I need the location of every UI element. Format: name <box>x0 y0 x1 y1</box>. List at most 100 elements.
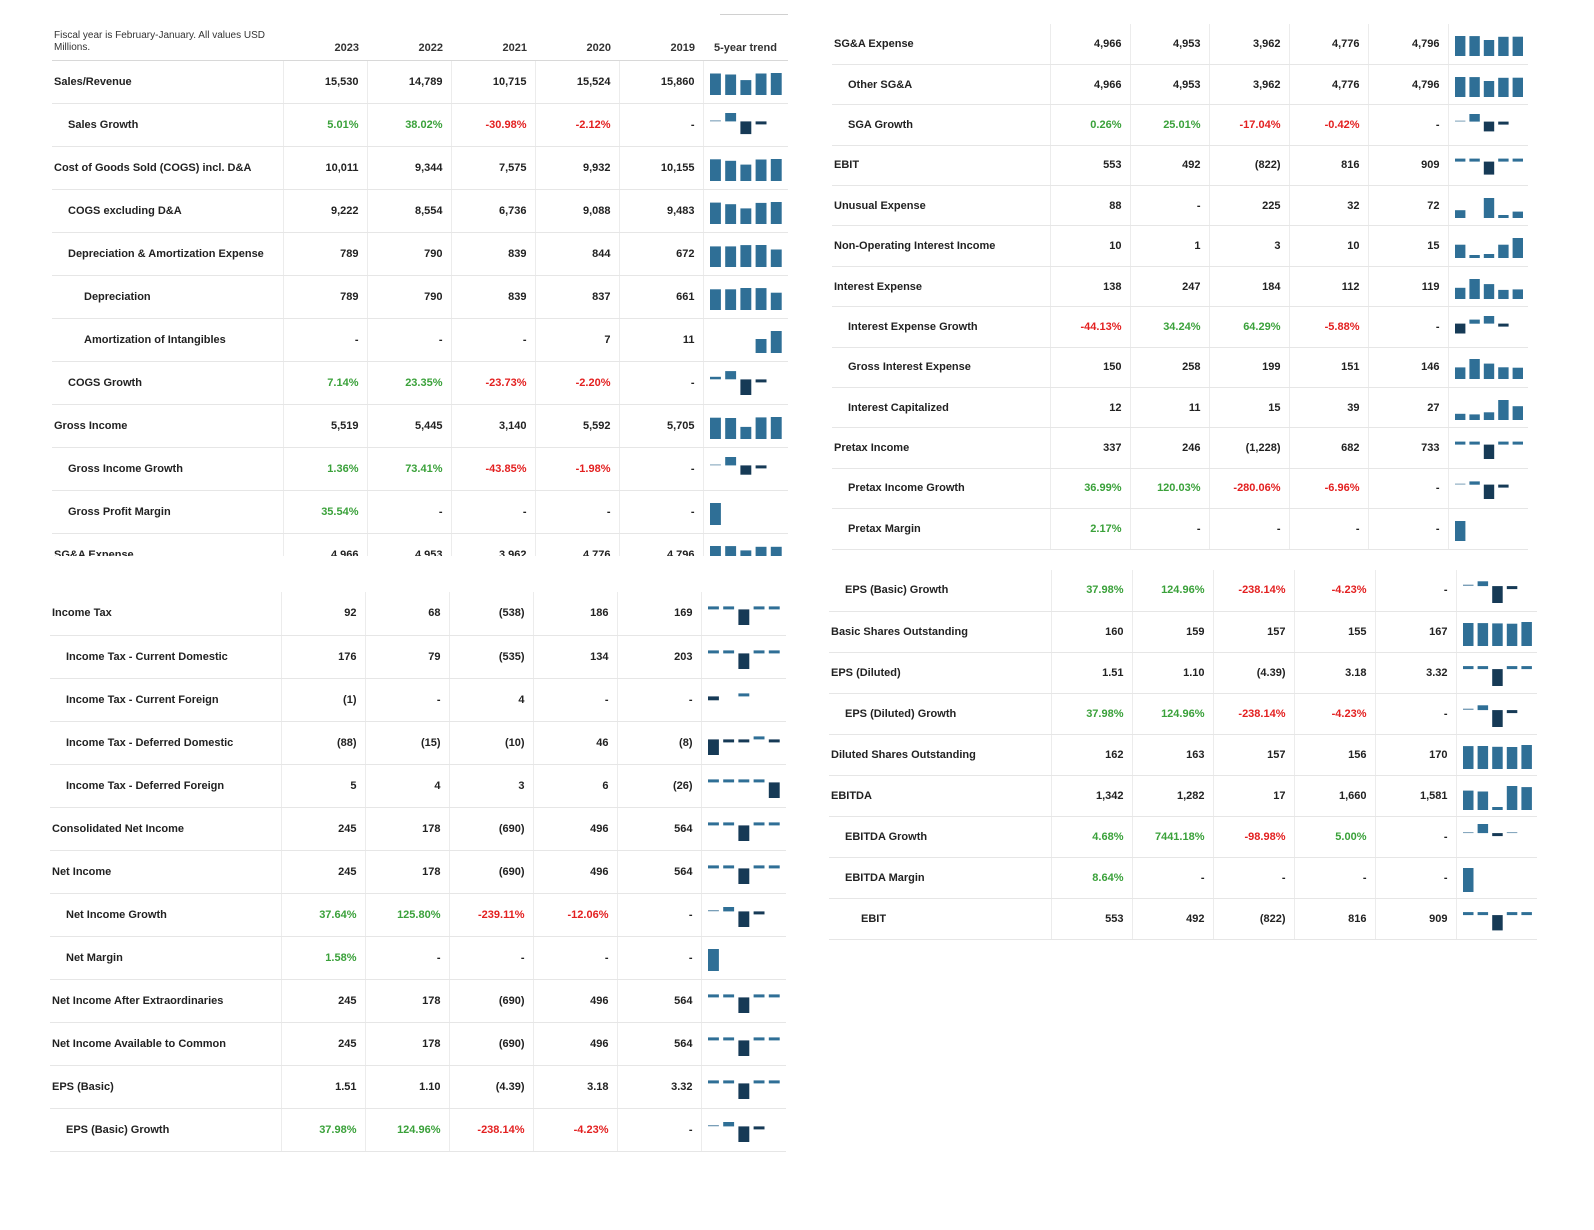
row-value: 112 <box>1288 266 1368 308</box>
trend-sparkline <box>707 1036 780 1056</box>
trend-bar <box>709 73 721 95</box>
trend-bar <box>1497 441 1509 445</box>
trend-bar <box>1506 911 1517 915</box>
row-value: 11 <box>618 318 703 362</box>
row-label-sg-a-expense: SG&A Expense <box>832 24 1050 65</box>
trend-bar <box>707 948 719 971</box>
table-row: Other SG&A 4,966 4,953 3,962 4,776 4,796 <box>832 64 1528 106</box>
trend-bar <box>1477 911 1488 915</box>
trend-cell <box>1455 857 1537 899</box>
row-value: 8.64% <box>1050 857 1132 899</box>
row-value: 4,966 <box>1049 24 1130 65</box>
table-row: EBIT 553 492 (822) 816 909 <box>829 898 1537 940</box>
trend-bar <box>755 159 766 181</box>
trend-bar <box>707 821 719 825</box>
row-value: 4,796 <box>618 533 703 556</box>
row-label-income-tax-current-foreign: Income Tax - Current Foreign <box>50 678 281 722</box>
trend-bar <box>1491 806 1503 810</box>
row-value: 909 <box>1374 898 1456 940</box>
row-value: 661 <box>618 275 703 319</box>
trend-bar <box>1477 704 1488 710</box>
row-value: -23.73% <box>450 361 535 405</box>
trend-sparkline <box>1454 399 1523 420</box>
trend-bar <box>1454 209 1465 218</box>
row-label-eps-diluted: EPS (Diluted) <box>829 652 1051 694</box>
row-value: 39 <box>1288 387 1368 429</box>
row-value: 3,140 <box>450 404 535 448</box>
trend-bar <box>724 74 736 95</box>
trend-sparkline <box>1454 520 1465 541</box>
row-value: (822) <box>1212 898 1294 940</box>
row-value: (4.39) <box>448 1065 533 1109</box>
trend-bar <box>1512 238 1523 259</box>
row-value: 6,736 <box>450 189 535 233</box>
trend-bar-negative <box>739 378 751 395</box>
row-value: 4,953 <box>1129 24 1209 65</box>
row-value: - <box>532 936 617 980</box>
trend-sparkline <box>1454 197 1523 218</box>
trend-bar-negative <box>737 996 749 1013</box>
trend-bar <box>755 73 766 95</box>
trend-bar <box>1468 158 1480 162</box>
row-value: 37.98% <box>1050 693 1132 735</box>
trend-bar-negative <box>737 824 749 841</box>
row-value: (690) <box>448 1022 533 1066</box>
row-value: 1.10 <box>1131 652 1213 694</box>
row-value: 124.96% <box>364 1108 449 1152</box>
table-row: SG&A Expense 4,966 4,953 3,962 4,776 4,796 <box>832 24 1528 65</box>
row-value: 178 <box>364 807 449 851</box>
trend-bar <box>1454 520 1465 541</box>
row-value: -17.04% <box>1208 104 1289 146</box>
row-value: - <box>616 893 701 937</box>
trend-bar <box>755 202 766 224</box>
table-row: Diluted Shares Outstanding 162 163 157 156 17… <box>829 734 1537 776</box>
trend-bar <box>1483 412 1494 420</box>
panel-bottom-right: EPS (Basic) Growth 37.98% 124.96% -238.14% -… <box>829 570 1539 942</box>
trend-bar <box>1477 665 1488 669</box>
trend-bar-negative <box>739 464 751 475</box>
row-value: 25.01% <box>1129 104 1209 146</box>
trend-bar <box>1506 831 1517 833</box>
trend-cell <box>1455 611 1537 653</box>
trend-bar <box>739 244 751 267</box>
row-value: 837 <box>534 275 619 319</box>
trend-bar <box>707 1124 719 1126</box>
trend-bar <box>1468 319 1480 324</box>
trend-cell <box>700 936 786 980</box>
table-row: Cost of Goods Sold (COGS) incl. D&A 10,01… <box>52 146 788 190</box>
trend-sparkline <box>707 864 780 884</box>
row-value: - <box>616 678 701 722</box>
row-value: 46 <box>532 721 617 765</box>
row-label-net-margin: Net Margin <box>50 936 281 980</box>
year-header: 2019 <box>619 24 703 61</box>
row-value: - <box>282 318 367 362</box>
row-value: 1.36% <box>282 447 367 491</box>
trend-sparkline <box>1454 315 1509 334</box>
trend-bar <box>1454 35 1465 56</box>
trend-bar-negative <box>1491 709 1503 727</box>
row-label-income-tax-deferred-foreign: Income Tax - Deferred Foreign <box>50 764 281 808</box>
row-value: - <box>450 490 535 534</box>
trend-sparkline <box>1462 785 1532 810</box>
trend-cell <box>1455 652 1537 694</box>
table-row: Sales/Revenue 15,530 14,789 10,715 15,524 15,… <box>52 60 788 104</box>
trend-bar <box>755 244 766 267</box>
trend-bar <box>755 287 766 310</box>
trend-bar <box>1454 441 1465 445</box>
income-table-bottom-right: EPS (Basic) Growth 37.98% 124.96% -238.14% -… <box>829 570 1537 940</box>
trend-bar <box>753 649 764 653</box>
trend-bar <box>1477 791 1488 810</box>
row-value: -30.98% <box>450 103 535 147</box>
row-value: 3.18 <box>532 1065 617 1109</box>
table-row: SG&A Expense 4,966 4,953 3,962 4,776 4,796 <box>52 533 788 556</box>
row-label-eps-basic-growth: EPS (Basic) Growth <box>50 1108 281 1152</box>
trend-bar <box>1497 367 1509 380</box>
trend-bar <box>739 79 751 95</box>
trend-bar <box>753 1079 764 1083</box>
row-value: 167 <box>1374 611 1456 653</box>
trend-sparkline <box>707 649 780 669</box>
row-value: 3.18 <box>1293 652 1375 694</box>
trend-cell <box>1447 508 1528 550</box>
table-row: Pretax Margin 2.17% - - - - <box>832 508 1528 550</box>
trend-bar <box>724 288 736 310</box>
